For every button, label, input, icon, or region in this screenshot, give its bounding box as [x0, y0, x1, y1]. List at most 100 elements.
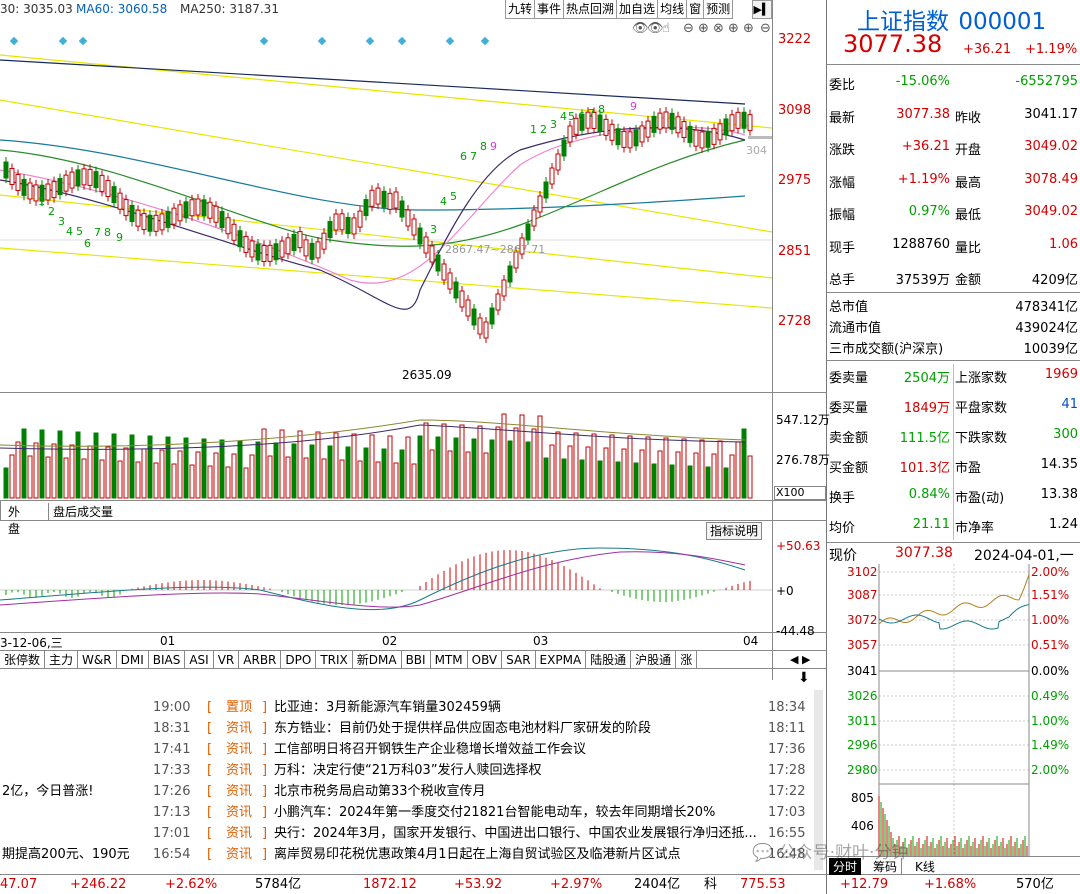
- news-item[interactable]: 17:41 [资讯] 工信部明日将召开钢铁生产企业稳增长增效益工作会议 17:36: [0, 739, 810, 760]
- event-diamond-icon[interactable]: [259, 36, 269, 46]
- chart-tool-icon[interactable]: ⊖: [760, 21, 771, 36]
- candle[interactable]: [321, 232, 327, 250]
- candle[interactable]: [591, 111, 597, 129]
- candle[interactable]: [141, 213, 147, 231]
- candle[interactable]: [429, 245, 435, 263]
- candle[interactable]: [615, 128, 621, 146]
- candle[interactable]: [693, 129, 699, 147]
- candle[interactable]: [507, 265, 513, 283]
- toolbar-button-1[interactable]: 事件: [535, 0, 565, 18]
- candle[interactable]: [717, 123, 723, 141]
- candle[interactable]: [183, 201, 189, 219]
- indicator-tab[interactable]: OBV: [468, 651, 503, 669]
- event-diamond-icon[interactable]: [480, 36, 490, 46]
- toolbar-button-4[interactable]: 均线: [658, 0, 688, 18]
- candle[interactable]: [405, 209, 411, 227]
- tab-intraday[interactable]: 分时: [829, 858, 862, 875]
- candle[interactable]: [411, 218, 417, 236]
- news-title[interactable]: 比亚迪：3月新能源汽车销量302459辆: [274, 700, 501, 715]
- candle[interactable]: [441, 263, 447, 281]
- candle[interactable]: [621, 130, 627, 148]
- news-title[interactable]: 小鹏汽车：2024年第一季度交付21821台智能电动车，较去年同期增长20%: [274, 805, 716, 820]
- chart-tool-icon[interactable]: ☝: [662, 21, 670, 36]
- candle[interactable]: [105, 180, 111, 198]
- candle[interactable]: [579, 113, 585, 131]
- candle[interactable]: [417, 227, 423, 245]
- news-title[interactable]: 工信部明日将召开钢铁生产企业稳增长增效益工作会议: [274, 742, 587, 757]
- candle[interactable]: [117, 192, 123, 210]
- candle[interactable]: [249, 240, 255, 258]
- candle[interactable]: [453, 281, 459, 299]
- candle[interactable]: [315, 241, 321, 259]
- candle[interactable]: [423, 236, 429, 254]
- candle[interactable]: [645, 120, 651, 138]
- candle[interactable]: [537, 195, 543, 213]
- candle[interactable]: [21, 178, 27, 196]
- news-title[interactable]: 北京市税务局启动第33个税收宣传月: [274, 784, 486, 799]
- candle[interactable]: [207, 201, 213, 219]
- candle[interactable]: [285, 237, 291, 255]
- candle[interactable]: [261, 245, 267, 263]
- candle[interactable]: [81, 168, 87, 186]
- candle[interactable]: [291, 233, 297, 251]
- candle[interactable]: [609, 123, 615, 141]
- candle[interactable]: [567, 125, 573, 143]
- candle[interactable]: [657, 112, 663, 130]
- event-diamond-icon[interactable]: [445, 36, 455, 46]
- candle[interactable]: [711, 127, 717, 145]
- candle[interactable]: [327, 221, 333, 239]
- toolbar-button-3[interactable]: 加自选: [617, 0, 659, 18]
- candle[interactable]: [225, 217, 231, 235]
- candle[interactable]: [699, 131, 705, 149]
- candle[interactable]: [525, 223, 531, 241]
- news-title[interactable]: 东方锆业：目前仍处于提供样品供应固态电池材料厂家研发的阶段: [274, 721, 652, 736]
- chart-tool-icon[interactable]: ⊕: [698, 21, 709, 36]
- news-item[interactable]: 17:01 [资讯] 央行：2024年3月，国家开发银行、中国进出口银行、中国农业发…: [0, 823, 810, 844]
- toolbar-button-6[interactable]: 预测: [704, 0, 734, 18]
- candle[interactable]: [123, 199, 129, 217]
- candle[interactable]: [351, 217, 357, 235]
- toolbar-button-2[interactable]: 热点回溯: [564, 0, 618, 18]
- candle[interactable]: [357, 210, 363, 228]
- indicator-tab[interactable]: BIAS: [149, 651, 186, 669]
- candle[interactable]: [15, 173, 21, 191]
- candle[interactable]: [687, 125, 693, 143]
- candle[interactable]: [63, 174, 69, 192]
- candle[interactable]: [705, 130, 711, 148]
- candle[interactable]: [381, 190, 387, 208]
- candle[interactable]: [273, 243, 279, 261]
- candle[interactable]: [243, 235, 249, 253]
- candle[interactable]: [741, 111, 747, 129]
- candle[interactable]: [363, 199, 369, 217]
- candle[interactable]: [495, 293, 501, 311]
- candle[interactable]: [93, 171, 99, 189]
- candle[interactable]: [171, 207, 177, 225]
- candle[interactable]: [165, 210, 171, 228]
- tab-chips[interactable]: 筹码: [869, 858, 903, 875]
- indicator-tab[interactable]: 涨: [676, 651, 698, 669]
- candle[interactable]: [309, 242, 315, 260]
- candle[interactable]: [375, 187, 381, 205]
- candle[interactable]: [147, 214, 153, 232]
- candle[interactable]: [489, 307, 495, 325]
- candle[interactable]: [387, 192, 393, 210]
- candle[interactable]: [543, 181, 549, 199]
- candle[interactable]: [639, 125, 645, 143]
- news-item[interactable]: 期提高200元、190元 16:54 [资讯] 离岸贸易印花税优惠政策4月1日起在上海…: [0, 844, 810, 865]
- event-diamond-icon[interactable]: [317, 36, 327, 46]
- candle[interactable]: [561, 139, 567, 157]
- collapse-arrow-icon[interactable]: ▶▍: [752, 0, 772, 19]
- candle[interactable]: [651, 115, 657, 133]
- indicator-tab[interactable]: ASI: [185, 651, 214, 669]
- candle[interactable]: [555, 153, 561, 171]
- candle[interactable]: [681, 121, 687, 139]
- candle[interactable]: [3, 161, 9, 179]
- tab-scroll-icons[interactable]: ◀ ▶: [790, 653, 811, 666]
- news-item[interactable]: 17:13 [资讯] 小鹏汽车：2024年第一季度交付21821台智能电动车，较去年…: [0, 802, 810, 823]
- candle[interactable]: [177, 204, 183, 222]
- candle[interactable]: [9, 168, 15, 186]
- candle[interactable]: [723, 118, 729, 136]
- event-diamond-icon[interactable]: [58, 36, 68, 46]
- candle[interactable]: [87, 168, 93, 186]
- candle[interactable]: [675, 116, 681, 134]
